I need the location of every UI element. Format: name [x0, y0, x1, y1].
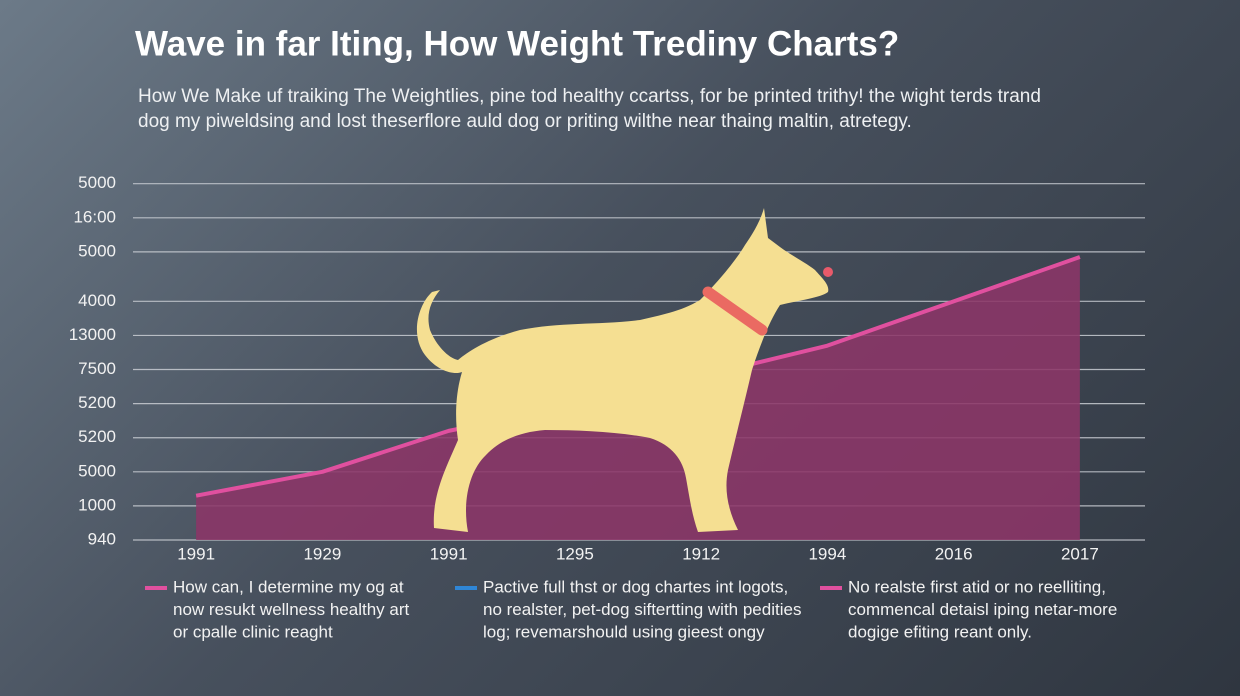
y-tick-label: 5000	[78, 173, 116, 192]
legend-text: now resukt wellness healthy art	[173, 600, 410, 619]
y-tick-label: 5000	[78, 461, 116, 480]
legend-text: dogige efiting reant only.	[848, 622, 1032, 641]
y-tick-label: 13000	[69, 325, 116, 344]
legend-text: Pactive full thst or dog chartes int log…	[483, 577, 788, 596]
legend-text: No realste first atid or no reelliting,	[848, 577, 1106, 596]
dog-collar	[702, 286, 768, 336]
legend-text: How can, I determine my og at	[173, 577, 404, 596]
y-tick-label: 5000	[78, 241, 116, 260]
y-tick-label: 5200	[78, 427, 116, 446]
x-tick-label: 1994	[808, 544, 846, 563]
x-tick-label: 1912	[682, 544, 720, 563]
legend: How can, I determine my og at now resukt …	[145, 577, 1117, 641]
legend-text: or cpalle clinic reaght	[173, 622, 333, 641]
x-tick-label: 1991	[177, 544, 215, 563]
legend-text: no realster, pet-dog siftertting with pe…	[483, 600, 801, 619]
x-tick-label: 2017	[1061, 544, 1099, 563]
dog-nose	[823, 267, 833, 277]
legend-text: log; revemarshould using gieest ongy	[483, 622, 765, 641]
legend-text: commencal detaisl iping netar-more	[848, 600, 1117, 619]
x-tick-label: 1991	[430, 544, 468, 563]
y-tick-label: 1000	[78, 495, 116, 514]
y-tick-label: 4000	[78, 291, 116, 310]
y-tick-label: 7500	[78, 359, 116, 378]
x-tick-label: 1929	[303, 544, 341, 563]
chart-title: Wave in far Iting, How Weight Trediny Ch…	[135, 24, 899, 63]
subtitle-line: dog my piweldsing and lost theserflore a…	[138, 111, 912, 132]
dog-illustration	[416, 208, 829, 532]
subtitle-line: How We Make uf traiking The Weightlies, …	[138, 86, 1041, 107]
y-tick-label: 5200	[78, 393, 116, 412]
x-tick-label: 1295	[556, 544, 594, 563]
y-tick-label: 940	[88, 529, 116, 548]
y-tick-label: 16:00	[73, 207, 116, 226]
x-tick-label: 2016	[935, 544, 973, 563]
